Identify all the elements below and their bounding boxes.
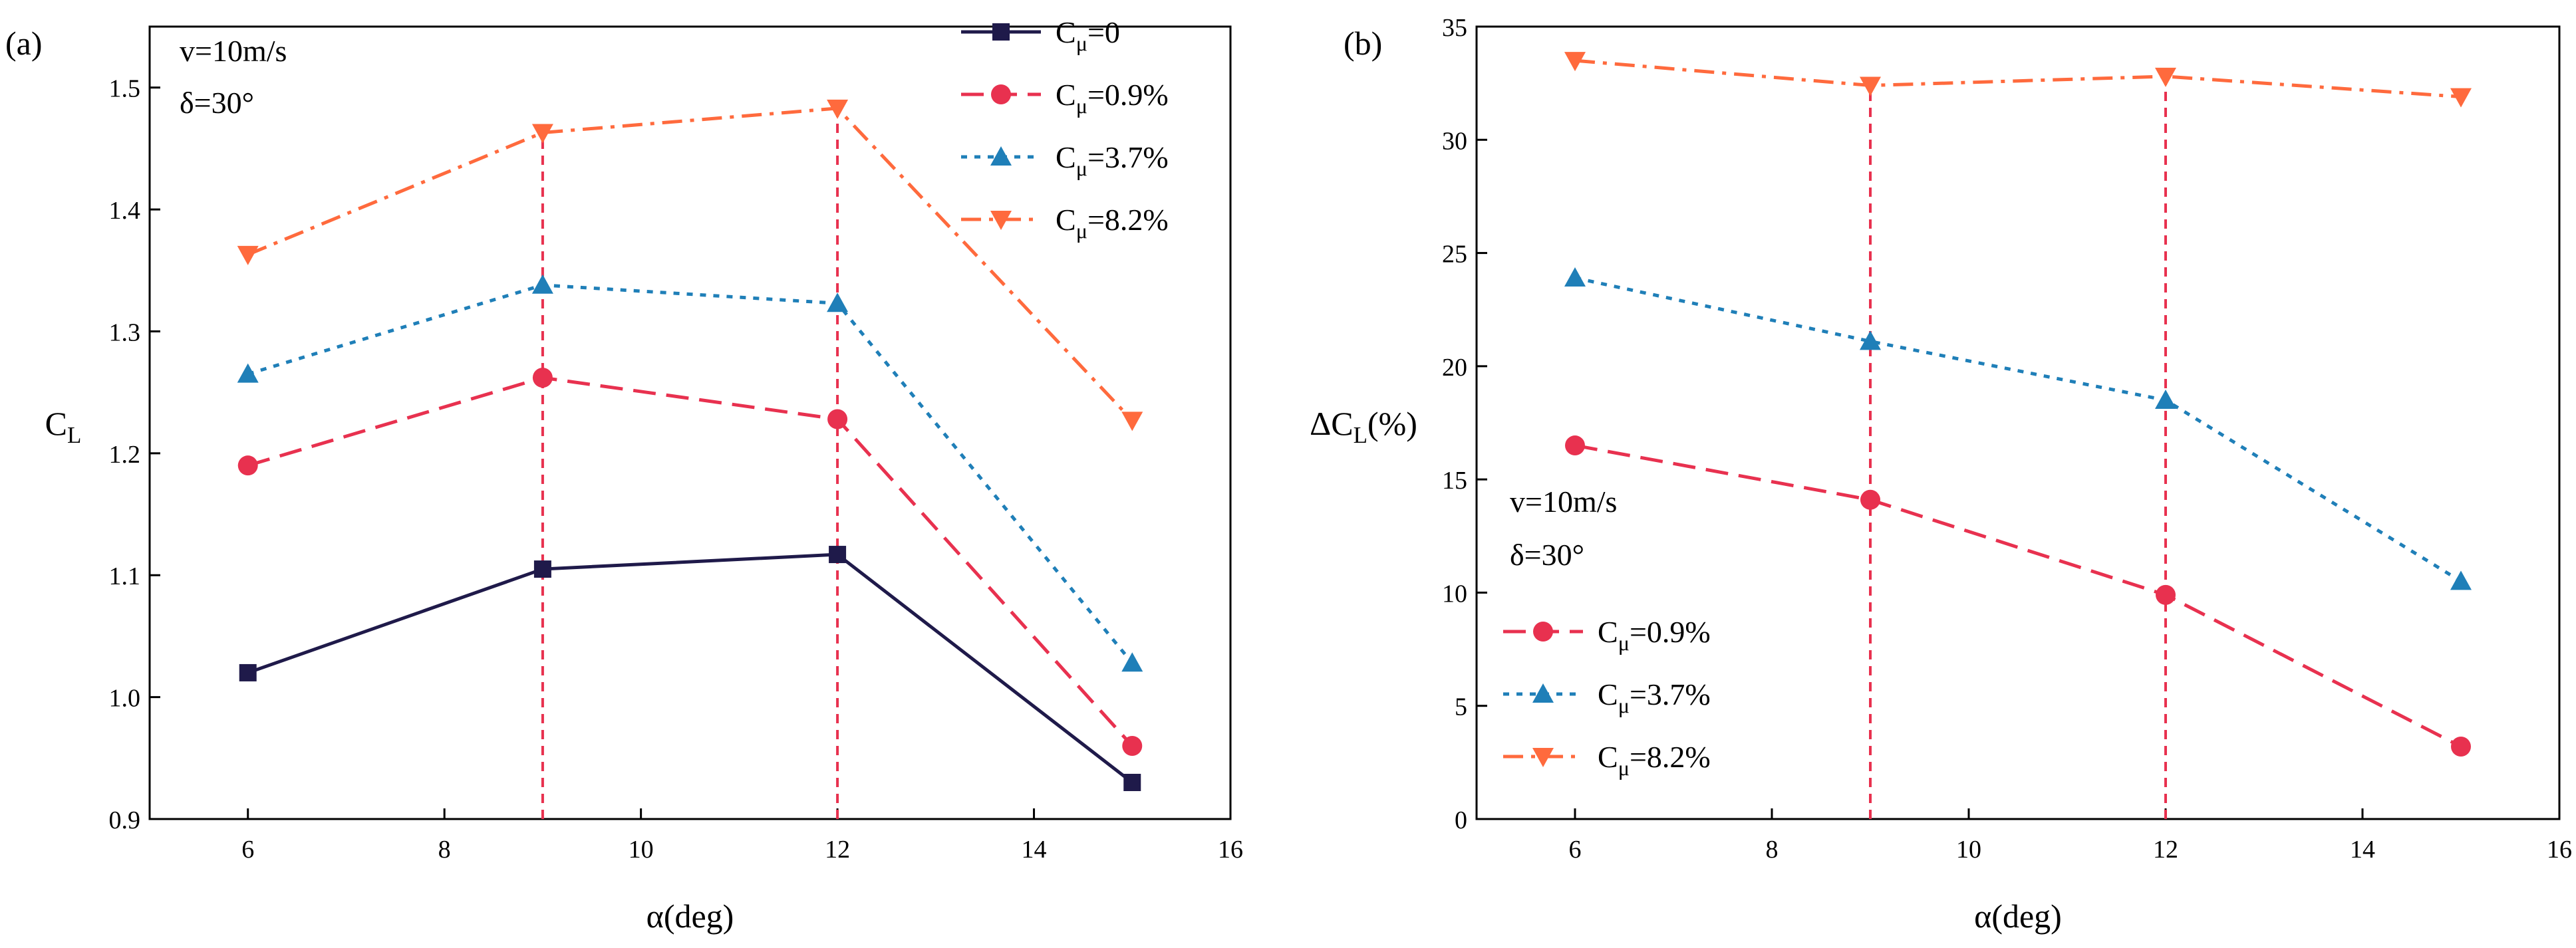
- series-line: [247, 283, 1134, 664]
- x-tick-label: 6: [241, 836, 254, 864]
- data-point: [1121, 412, 1143, 431]
- legend-label: Cμ=0: [1056, 15, 1120, 55]
- series-line: [247, 376, 1134, 747]
- annotation: δ=30°: [1510, 538, 1584, 572]
- legend-label: Cμ=8.2%: [1598, 740, 1711, 780]
- data-point: [1122, 735, 1143, 756]
- chart-panel-a: (a) 6 8 10 12 14 16 0.9 1.0 1.1 1.2 1.3 1.4 1.5 α(deg)…: [5, 15, 1243, 935]
- y-tick-label: 10: [1442, 580, 1467, 608]
- x-tick-label: 14: [2350, 836, 2375, 864]
- x-tick-label: 12: [2153, 836, 2178, 864]
- data-point: [2155, 67, 2176, 87]
- y-tick-label: 1.3: [109, 318, 141, 346]
- series-line: [247, 552, 1133, 784]
- panel-label: (b): [1344, 25, 1382, 62]
- data-point: [533, 560, 551, 578]
- data-point: [237, 363, 259, 383]
- data-point: [532, 368, 553, 388]
- data-point: [827, 293, 849, 312]
- series-line: [1574, 59, 2462, 99]
- legend-marker: [1532, 748, 1554, 767]
- legend-marker: [1533, 622, 1553, 642]
- data-point: [1565, 435, 1585, 456]
- x-tick-label: 14: [1022, 836, 1047, 864]
- series-line: [247, 106, 1134, 422]
- x-tick-label: 10: [629, 836, 654, 864]
- y-tick-label: 15: [1442, 467, 1467, 495]
- data-point: [2155, 389, 2176, 409]
- x-tick-label: 6: [1569, 836, 1582, 864]
- legend-marker: [1532, 683, 1554, 703]
- data-point: [531, 124, 553, 144]
- data-point: [1564, 52, 1586, 72]
- plot-frame: [148, 25, 1232, 820]
- legend-label: Cμ=3.7%: [1598, 677, 1711, 717]
- y-tick-label: 0: [1455, 806, 1467, 834]
- y-tick-label: 20: [1442, 354, 1467, 382]
- chart-panel-b: (b) 6 8 10 12 14 16 0 5 10 15 20 25 30 35 α(deg) ΔCL(%) v…: [1310, 14, 2572, 935]
- data-point: [237, 455, 258, 476]
- panel-label: (a): [5, 25, 43, 62]
- data-point: [827, 99, 849, 119]
- y-tick-label: 1.1: [109, 562, 141, 590]
- legend-label: Cμ=3.7%: [1056, 140, 1169, 180]
- y-tick-label: 25: [1442, 241, 1467, 269]
- legend-label: Cμ=8.2%: [1056, 203, 1169, 243]
- legend-marker: [990, 146, 1012, 166]
- data-point: [1123, 773, 1141, 791]
- x-axis-title: α(deg): [646, 897, 734, 935]
- x-tick-label: 16: [2547, 836, 2572, 864]
- y-tick-label: 5: [1455, 693, 1467, 721]
- y-tick-label: 1.4: [109, 197, 141, 225]
- data-point: [237, 245, 259, 265]
- x-axis-title: α(deg): [1974, 897, 2062, 935]
- data-point: [1860, 489, 1880, 510]
- x-tick-label: 10: [1956, 836, 1981, 864]
- data-point: [531, 274, 553, 294]
- y-tick-label: 35: [1442, 14, 1467, 42]
- annotation: v=10m/s: [180, 34, 287, 68]
- data-point: [1860, 330, 1881, 350]
- x-tick-label: 8: [1766, 836, 1779, 864]
- data-point: [239, 663, 257, 681]
- series-line: [1574, 443, 2462, 749]
- y-axis-title: ΔCL(%): [1310, 405, 1417, 448]
- plot-frame: [1475, 25, 2561, 820]
- annotation: v=10m/s: [1510, 485, 1617, 519]
- legend-marker: [990, 211, 1012, 230]
- y-tick-label: 0.9: [109, 806, 141, 834]
- legend-marker: [991, 84, 1011, 104]
- data-point: [1860, 76, 1881, 96]
- legend-label: Cμ=0.9%: [1056, 78, 1169, 118]
- x-tick-label: 12: [825, 836, 850, 864]
- series-line: [1574, 276, 2462, 583]
- y-tick-label: 30: [1442, 127, 1467, 155]
- data-point: [827, 409, 848, 429]
- legend-label: Cμ=0.9%: [1598, 615, 1711, 655]
- legend-marker: [992, 23, 1010, 41]
- x-tick-label: 16: [1218, 836, 1243, 864]
- y-axis-title: CL: [45, 405, 82, 448]
- data-point: [2450, 88, 2472, 108]
- data-point: [2450, 570, 2472, 590]
- y-tick-label: 1.0: [109, 685, 141, 713]
- annotation: δ=30°: [180, 86, 254, 120]
- x-tick-label: 8: [438, 836, 451, 864]
- data-point: [2451, 737, 2471, 757]
- data-point: [1121, 652, 1143, 672]
- data-point: [829, 546, 847, 564]
- y-tick-label: 1.5: [109, 75, 141, 103]
- data-point: [2156, 584, 2176, 605]
- data-point: [1564, 267, 1586, 287]
- y-tick-label: 1.2: [109, 441, 141, 469]
